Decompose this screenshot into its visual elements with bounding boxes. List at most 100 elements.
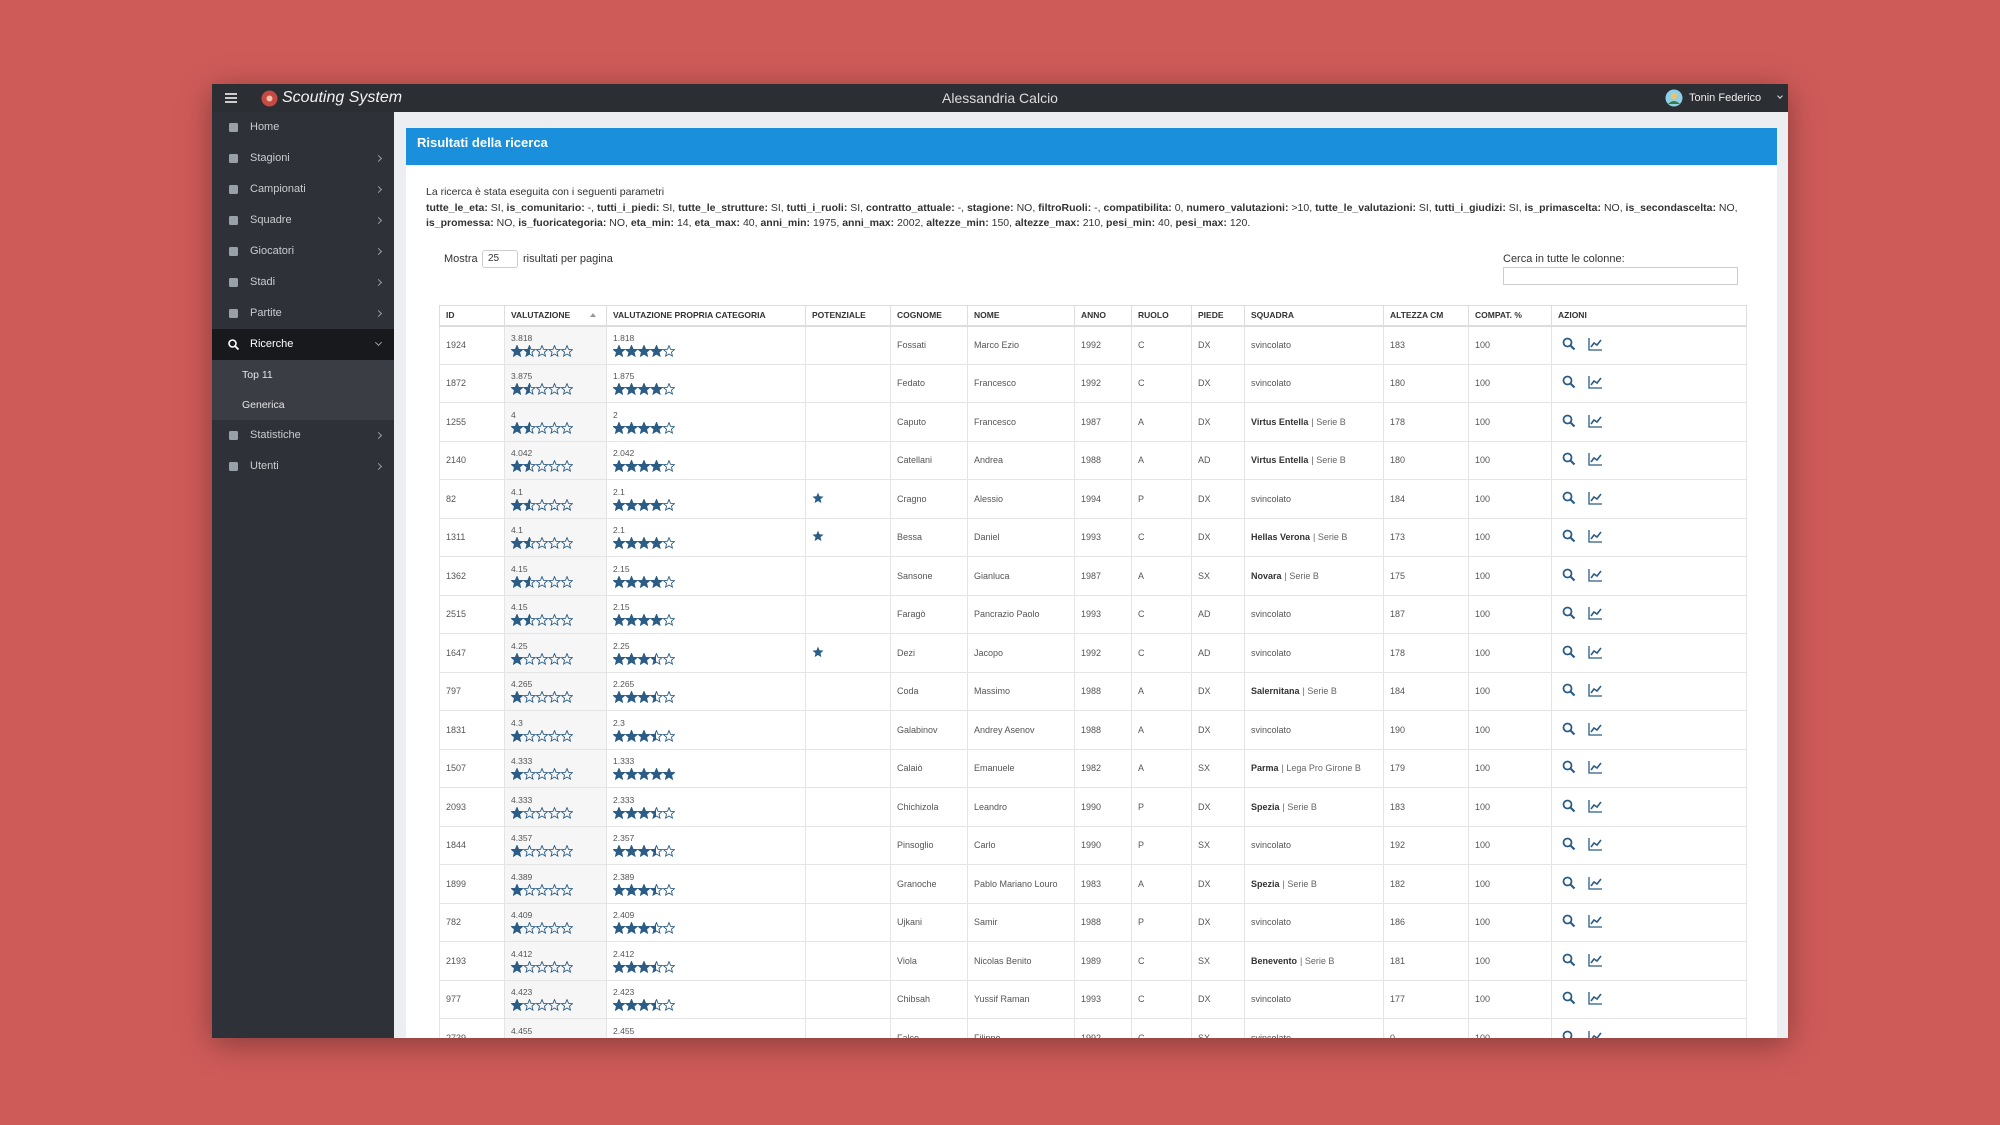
view-button[interactable] — [1562, 683, 1576, 697]
rating-value: 2.423 — [613, 987, 635, 998]
cell-anno: 1983 — [1074, 864, 1132, 904]
view-button[interactable] — [1562, 876, 1576, 890]
cell-rating: 4.25 — [504, 633, 607, 673]
view-button[interactable] — [1562, 414, 1576, 428]
cell-id: 1831 — [439, 710, 505, 750]
chart-button[interactable] — [1588, 914, 1603, 928]
column-header[interactable]: VALUTAZIONE — [504, 305, 607, 327]
cell-rating: 1.333 — [606, 748, 806, 788]
view-button[interactable] — [1562, 606, 1576, 620]
user-name[interactable]: Tonin Federico — [1689, 92, 1762, 104]
rating-stars-fill — [511, 460, 530, 473]
chart-button[interactable] — [1588, 606, 1603, 620]
cell-rating: 2.1 — [606, 517, 806, 557]
page-size-select[interactable]: 25 — [482, 250, 518, 268]
search-input[interactable] — [1503, 267, 1738, 285]
star — [560, 459, 574, 473]
nav-item[interactable]: Giocatori — [212, 236, 394, 267]
nav-item[interactable]: Stagioni — [212, 143, 394, 174]
nav-subitem[interactable]: Top 11 — [212, 360, 394, 390]
menu-toggle[interactable] — [225, 93, 237, 103]
chart-button[interactable] — [1588, 645, 1603, 659]
star — [547, 960, 562, 973]
view-button[interactable] — [1562, 529, 1576, 543]
view-button[interactable] — [1562, 491, 1576, 505]
nav-item[interactable]: Partite — [212, 298, 394, 329]
chart-button[interactable] — [1588, 1030, 1603, 1038]
chart-button[interactable] — [1588, 491, 1603, 505]
chart-button[interactable] — [1588, 683, 1603, 697]
cell-actions — [1551, 556, 1747, 596]
star — [613, 421, 626, 434]
chart-button[interactable] — [1588, 837, 1603, 851]
column-header[interactable]: ANNO — [1074, 305, 1132, 327]
chart-button[interactable] — [1588, 375, 1603, 389]
star — [662, 536, 676, 550]
star — [522, 421, 530, 434]
rating-value: 2.15 — [613, 563, 630, 574]
nav-icon — [229, 154, 238, 163]
column-header[interactable]: AZIONI — [1551, 305, 1747, 327]
chart-button[interactable] — [1588, 722, 1603, 736]
rating-value: 3.818 — [511, 333, 533, 343]
nav-item[interactable]: Home — [212, 112, 394, 143]
view-button[interactable] — [1562, 645, 1576, 659]
column-header[interactable]: COGNOME — [890, 305, 968, 327]
view-button[interactable] — [1562, 337, 1576, 351]
view-button[interactable] — [1562, 914, 1576, 928]
icon-shape — [229, 247, 238, 256]
cell-rating: 2.15 — [606, 594, 806, 634]
column-header[interactable]: VALUTAZIONE PROPRIA CATEGORIA — [606, 305, 806, 327]
column-header[interactable]: ALTEZZA CM — [1383, 305, 1469, 327]
chart-button[interactable] — [1588, 760, 1603, 774]
nav-item[interactable]: Statistiche — [212, 420, 394, 451]
chart-button[interactable] — [1588, 991, 1603, 1005]
view-button[interactable] — [1562, 722, 1576, 736]
nav-item[interactable]: Ricerche — [212, 329, 394, 360]
cell-team: Spezia | Serie B — [1244, 787, 1384, 827]
cell-rating: 2.423 — [606, 979, 806, 1019]
cell-anno: 1992 — [1074, 1018, 1132, 1038]
chart-button[interactable] — [1588, 799, 1603, 813]
chart-button[interactable] — [1588, 337, 1603, 351]
param-value: SI, — [490, 201, 504, 214]
view-button[interactable] — [1562, 1030, 1576, 1038]
column-header[interactable]: SQUADRA — [1244, 305, 1384, 327]
view-button[interactable] — [1562, 837, 1576, 851]
view-button[interactable] — [1562, 991, 1576, 1005]
column-header[interactable]: NOME — [967, 305, 1075, 327]
chart-button[interactable] — [1588, 568, 1603, 582]
view-button[interactable] — [1562, 953, 1576, 967]
brand[interactable]: Scouting System — [282, 89, 403, 106]
column-header[interactable]: POTENZIALE — [805, 305, 891, 327]
column-header[interactable]: RUOLO — [1131, 305, 1192, 327]
nav-subitem[interactable]: Generica — [212, 390, 394, 420]
chart-button[interactable] — [1588, 529, 1603, 543]
results-table: ID VALUTAZIONE VALUTAZIONE PROPRIA CATEGOR… — [439, 305, 1747, 1038]
view-button[interactable] — [1562, 760, 1576, 774]
column-header[interactable]: ID — [439, 305, 505, 327]
chart-button[interactable] — [1588, 414, 1603, 428]
nav-item[interactable]: Squadre — [212, 205, 394, 236]
nav-label: Ricerche — [250, 338, 294, 350]
nav-item[interactable]: Utenti — [212, 451, 394, 482]
chart-button[interactable] — [1588, 953, 1603, 967]
team-name: svincolato — [1251, 378, 1292, 389]
chart-button[interactable] — [1588, 452, 1603, 466]
star — [624, 345, 639, 357]
star — [662, 729, 676, 742]
nav-item[interactable]: Stadi — [212, 267, 394, 298]
view-button[interactable] — [1562, 568, 1576, 582]
view-button[interactable] — [1562, 799, 1576, 813]
column-header[interactable]: PIEDE — [1191, 305, 1245, 327]
view-button[interactable] — [1562, 375, 1576, 389]
view-button[interactable] — [1562, 452, 1576, 466]
rating-value: 4.15 — [511, 602, 528, 613]
icon-shape — [1569, 806, 1576, 813]
chart-button[interactable] — [1588, 876, 1603, 890]
star — [637, 729, 651, 742]
column-header[interactable]: COMPAT. % — [1468, 305, 1552, 327]
icon-shape — [1562, 645, 1573, 656]
stars-filled — [511, 498, 530, 511]
nav-item[interactable]: Campionati — [212, 174, 394, 205]
